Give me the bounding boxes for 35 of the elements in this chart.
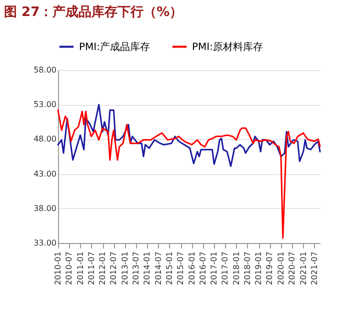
x-tick-label: 2018-07 — [242, 252, 252, 285]
x-tick-label: 2010-07 — [64, 252, 74, 285]
x-tick-label: 2017-07 — [220, 252, 230, 285]
y-tick-label: 43.00 — [34, 169, 56, 178]
x-tick-label: 2014-01 — [142, 252, 152, 285]
x-tick-label: 2015-07 — [176, 252, 186, 285]
x-tick-label: 2012-07 — [109, 252, 118, 285]
y-tick-label: 38.00 — [34, 204, 56, 213]
x-tick-label: 2012-01 — [98, 252, 108, 285]
x-tick-label: 2016-01 — [187, 252, 196, 285]
x-tick-label: 2011-07 — [86, 252, 96, 285]
x-tick-label: 2015-01 — [164, 252, 174, 285]
chart-title: 图 27：产成品库存下行（%） — [4, 4, 183, 21]
x-tick-label: 2016-07 — [198, 252, 208, 285]
x-tick-label: 2019-01 — [254, 252, 264, 285]
x-tick-label: 2021-01 — [298, 252, 308, 285]
x-tick-label: 2020-07 — [288, 252, 297, 285]
x-tick-label: 2020-01 — [276, 252, 286, 285]
x-tick-label: 2021-07 — [310, 252, 319, 285]
x-tick-label: 2011-01 — [76, 252, 85, 285]
legend-label: PMI:产成品库存 — [79, 40, 150, 53]
x-tick-label: 2014-07 — [154, 252, 163, 285]
line-series — [57, 104, 321, 167]
x-tick-label: 2013-07 — [131, 252, 140, 285]
x-tick-label: 2019-07 — [265, 252, 274, 285]
x-tick-label: 2018-01 — [232, 252, 241, 285]
legend-label: PMI:原材料库存 — [192, 40, 263, 53]
y-tick-label: 53.00 — [34, 100, 56, 110]
x-tick-label: 2017-01 — [210, 252, 219, 285]
x-tick-label: 2010-01 — [54, 252, 62, 285]
y-tick-label: 33.00 — [34, 238, 56, 248]
x-tick-label: 2013-01 — [120, 252, 130, 285]
y-tick-label: 58.00 — [34, 66, 56, 74]
line-series — [57, 109, 321, 239]
y-tick-label: 48.00 — [34, 134, 56, 144]
